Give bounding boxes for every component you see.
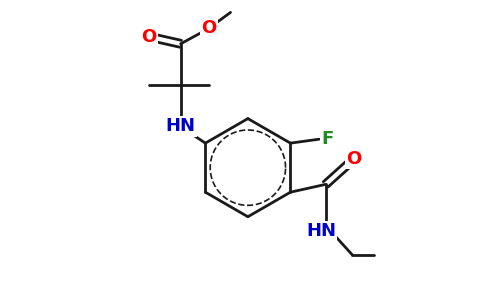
Text: O: O xyxy=(201,19,216,37)
Text: HN: HN xyxy=(166,117,196,135)
Text: F: F xyxy=(321,130,334,148)
Text: O: O xyxy=(347,150,362,168)
Text: O: O xyxy=(141,28,156,46)
Text: HN: HN xyxy=(306,223,336,241)
